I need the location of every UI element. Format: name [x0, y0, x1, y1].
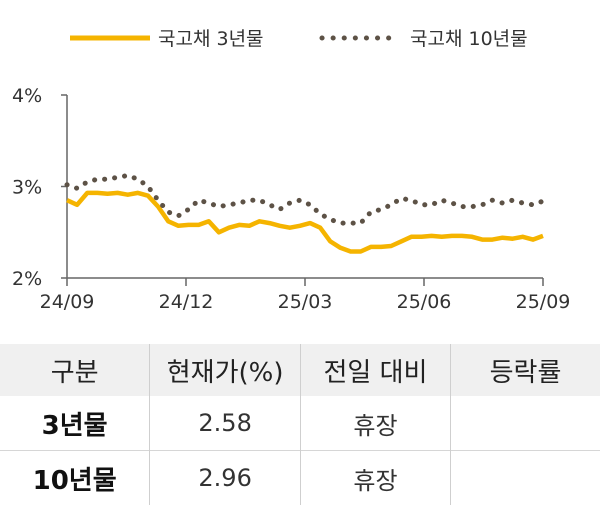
yield-table: 구분 현재가(%) 전일 대비 등락률 3년물 2.58 휴장 10년물 2.9…	[0, 344, 600, 505]
y-tick-label: 4%	[12, 85, 42, 107]
series-line-10y	[67, 176, 543, 224]
header-rate: 등락률	[450, 344, 600, 396]
y-tick-label: 2%	[12, 268, 42, 290]
header-change: 전일 대비	[300, 344, 450, 396]
chart-plot-area	[67, 176, 543, 252]
row-price: 2.96	[150, 451, 301, 505]
row-label: 3년물	[0, 396, 150, 451]
chart-axes: 4% 3% 2%24/09 24/12 25/03 25/06 25/09	[12, 85, 570, 313]
x-tick-label: 25/06	[397, 291, 452, 313]
table-row: 10년물 2.96 휴장	[0, 451, 600, 505]
legend-label-3y: 국고채 3년물	[158, 28, 264, 50]
legend-label-10y: 국고채 10년물	[410, 28, 528, 50]
row-rate	[450, 451, 600, 505]
table-header-row: 구분 현재가(%) 전일 대비 등락률	[0, 344, 600, 396]
chart-legend: 국고채 3년물 국고채 10년물	[70, 28, 528, 50]
x-tick-label: 25/09	[516, 291, 571, 313]
series-line-3y	[67, 193, 543, 252]
y-tick-label: 3%	[12, 177, 42, 199]
row-label: 10년물	[0, 451, 150, 505]
table-row: 3년물 2.58 휴장	[0, 396, 600, 451]
x-tick-label: 25/03	[278, 291, 333, 313]
row-change: 휴장	[300, 451, 450, 505]
header-category: 구분	[0, 344, 150, 396]
row-change: 휴장	[300, 396, 450, 451]
row-price: 2.58	[150, 396, 301, 451]
header-price: 현재가(%)	[150, 344, 301, 396]
yield-chart: 국고채 3년물 국고채 10년물 4% 3% 2%24/09 24/12 25/03 25…	[0, 0, 600, 340]
x-tick-label: 24/09	[40, 291, 95, 313]
x-tick-label: 24/12	[159, 291, 214, 313]
row-rate	[450, 396, 600, 451]
